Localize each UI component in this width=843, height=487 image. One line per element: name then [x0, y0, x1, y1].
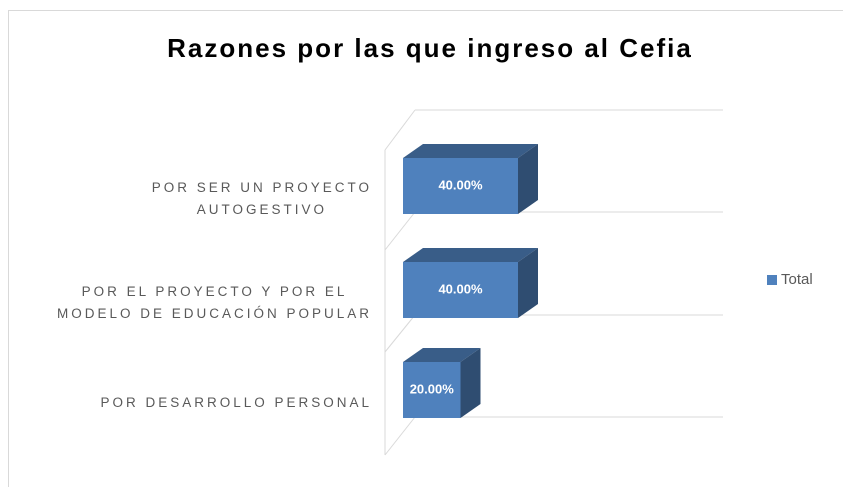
- bar-top: [403, 248, 538, 262]
- bar: [403, 144, 538, 214]
- data-label: 20.00%: [410, 381, 455, 396]
- bar-side: [518, 248, 538, 318]
- y-tick-label: POR SER UN PROYECTO AUTOGESTIVO: [152, 180, 372, 217]
- bar-front: [403, 262, 518, 318]
- label-line: MODELO DE EDUCACIÓN POPULAR: [57, 306, 372, 321]
- y-tick-label: POR EL PROYECTO Y POR EL MODELO DE EDUCAC…: [57, 284, 372, 321]
- legend-swatch: [767, 275, 777, 285]
- bar-top: [403, 144, 538, 158]
- bar-side: [460, 348, 481, 418]
- label-line: POR EL PROYECTO Y POR EL: [82, 284, 348, 299]
- legend-label: Total: [781, 271, 813, 288]
- bar-front: [403, 362, 461, 418]
- walls: [384, 109, 416, 456]
- y-tick-label: POR DESARROLLO PERSONAL: [100, 395, 372, 410]
- label-line: POR SER UN PROYECTO: [152, 180, 372, 195]
- bar-front: [403, 158, 518, 214]
- data-label: 40.00%: [438, 281, 483, 296]
- bar-side: [518, 144, 538, 214]
- label-line: AUTOGESTIVO: [197, 202, 327, 217]
- bar: [403, 248, 538, 318]
- chart-title: Razones por las que ingreso al Cefia: [167, 33, 693, 63]
- label-line: POR DESARROLLO PERSONAL: [100, 395, 372, 410]
- data-label: 40.00%: [438, 177, 483, 192]
- bar-top: [403, 348, 481, 362]
- bar: [403, 348, 481, 418]
